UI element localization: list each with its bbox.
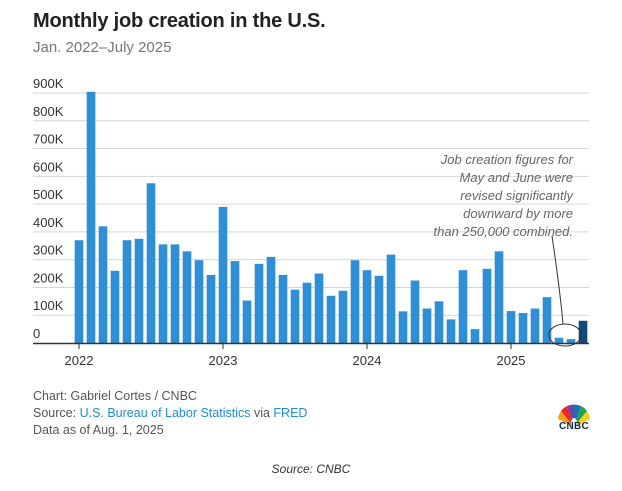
callout-leader-line	[551, 235, 564, 325]
bar-2022-07	[146, 183, 156, 343]
data-date: Data as of Aug. 1, 2025	[33, 423, 164, 437]
bars	[74, 91, 588, 343]
bar-2022-02	[86, 91, 96, 343]
annotation-line: revised significantly	[460, 188, 574, 203]
bar-2024-08	[446, 319, 456, 343]
y-tick-label: 700K	[33, 132, 64, 147]
annotation-line: downward by more	[463, 206, 573, 221]
bar-chart: 0 100K 200K 300K 400K 500K 600K 700K 800K 900K 20…	[33, 76, 589, 368]
bar-2024-11	[482, 268, 492, 343]
bar-2025-03	[530, 308, 540, 343]
bar-2023-11	[338, 290, 348, 343]
bar-2022-06	[134, 238, 144, 343]
y-tick-label: 600K	[33, 159, 64, 174]
cnbc-logo-text: CNBC	[558, 421, 590, 432]
x-axis: 2022 2023 2024 2025	[33, 342, 589, 368]
bls-link[interactable]: U.S. Bureau of Labor Statistics	[79, 406, 251, 420]
bar-2022-11	[194, 260, 204, 343]
bar-2022-01	[74, 240, 84, 343]
bar-2024-07	[434, 301, 444, 343]
bar-2023-10	[326, 295, 336, 343]
bar-2023-09	[314, 273, 324, 343]
bar-2022-03	[98, 226, 108, 343]
x-tick-label: 2022	[65, 353, 94, 368]
bar-2022-08	[158, 244, 168, 343]
y-tick-label: 500K	[33, 187, 64, 202]
bar-2024-12	[494, 251, 504, 343]
bar-2025-02	[518, 313, 528, 343]
bar-2023-07	[290, 289, 300, 343]
bar-2023-04	[254, 263, 264, 343]
bar-2024-10	[470, 329, 480, 343]
y-tick-label: 300K	[33, 243, 64, 258]
x-tick-label: 2025	[497, 353, 526, 368]
y-tick-label: 200K	[33, 270, 64, 285]
bar-2025-05	[554, 337, 564, 343]
bar-2024-04	[398, 311, 408, 343]
chart-title: Monthly job creation in the U.S.	[33, 10, 326, 32]
bar-2024-06	[422, 308, 432, 343]
bar-2024-09	[458, 270, 468, 343]
image-source-caption: Source: CNBC	[271, 462, 351, 476]
bar-2022-12	[206, 274, 216, 343]
y-tick-label: 400K	[33, 215, 64, 230]
source-line: Source: U.S. Bureau of Labor Statistics …	[33, 405, 307, 422]
x-tick-label: 2023	[209, 353, 238, 368]
bar-2025-04	[542, 297, 552, 343]
bar-2024-03	[386, 254, 396, 343]
bar-2024-05	[410, 280, 420, 343]
annotation-line: May and June were	[460, 170, 573, 185]
bar-2023-02	[230, 261, 240, 343]
bar-2023-05	[266, 256, 276, 343]
bar-2023-06	[278, 274, 288, 343]
y-tick-label: 100K	[33, 298, 64, 313]
y-tick-label: 800K	[33, 104, 64, 119]
bar-2023-01	[218, 206, 228, 343]
annotation: Job creation figures for May and June wer…	[434, 152, 582, 347]
bar-2022-09	[170, 244, 180, 343]
callout-ellipse	[548, 323, 582, 347]
bar-2023-12	[350, 260, 360, 343]
bar-2025-07	[578, 320, 588, 343]
chart-subtitle: Jan. 2022–July 2025	[33, 39, 172, 56]
bar-2025-01	[506, 311, 516, 343]
fred-link[interactable]: FRED	[273, 406, 308, 420]
annotation-line: Job creation figures for	[440, 152, 574, 167]
x-tick-label: 2024	[353, 353, 382, 368]
y-tick-label: 900K	[33, 76, 64, 91]
y-tick-label: 0	[33, 326, 40, 341]
bar-2022-04	[110, 270, 120, 343]
cnbc-peacock-logo-icon	[558, 404, 590, 428]
chart-credit: Chart: Gabriel Cortes / CNBC	[33, 389, 197, 403]
bar-2022-05	[122, 240, 132, 343]
bar-2022-10	[182, 251, 192, 343]
y-axis-tick-labels: 0 100K 200K 300K 400K 500K 600K 700K 800K 900K	[33, 76, 64, 341]
source-prefix: Source:	[33, 406, 80, 420]
bar-2023-03	[242, 300, 252, 343]
bar-2024-01	[362, 270, 372, 343]
chart-footer: Chart: Gabriel Cortes / CNBC Source: U.S…	[33, 388, 307, 439]
bar-2024-02	[374, 275, 384, 343]
source-mid: via	[250, 406, 274, 420]
annotation-line: than 250,000 combined.	[434, 224, 574, 239]
bar-2025-06	[566, 339, 576, 343]
bar-2023-08	[302, 282, 312, 343]
